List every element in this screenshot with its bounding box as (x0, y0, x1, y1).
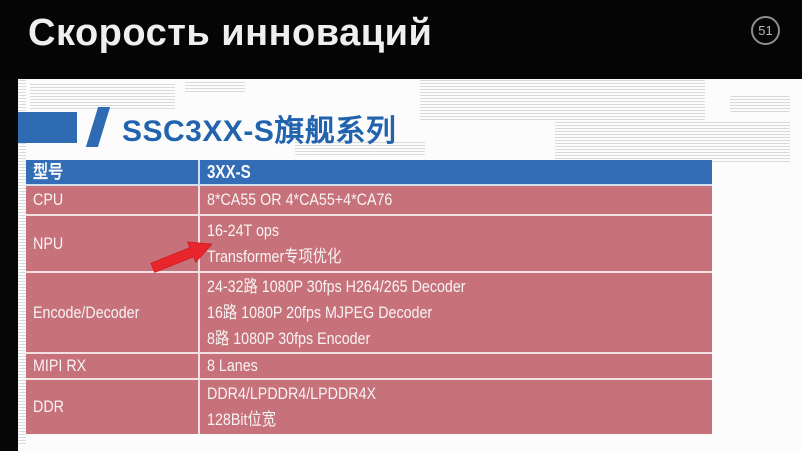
value-line: 16-24T ops (207, 220, 279, 240)
map-texture (730, 96, 790, 112)
red-arrow-annotation (146, 236, 216, 276)
map-texture (185, 82, 245, 92)
table-row-mipi-rx: MIPI RX 8 Lanes (26, 354, 712, 380)
row-label: NPU (33, 233, 64, 253)
row-label-cell: Encode/Decoder (26, 273, 200, 352)
spec-table: 型号 3XX-S CPU 8*CA55 OR 4*CA55+4*CA76 NPU… (26, 160, 712, 434)
header-label: 型号 (33, 162, 64, 182)
row-label: DDR (33, 397, 64, 416)
header-title: Скорость инноваций (28, 12, 433, 54)
row-value-cell: DDR4/LPDDR4/LPDDR4X 128Bit位宽 (200, 380, 712, 434)
table-header-value-cell: 3XX-S (200, 160, 712, 184)
table-row-ddr: DDR DDR4/LPDDR4/LPDDR4X 128Bit位宽 (26, 380, 712, 434)
row-label-cell: DDR (26, 380, 200, 434)
row-label: Encode/Decoder (33, 302, 140, 322)
value-line: 128Bit位宽 (207, 410, 277, 429)
row-value-cell: 16-24T ops Transformer专项优化 (200, 216, 712, 271)
page-number: 51 (758, 23, 773, 38)
row-label: MIPI RX (33, 356, 87, 375)
slide-title: SSC3XX-S旗舰系列 (122, 115, 397, 148)
table-row-encode-decoder: Encode/Decoder 24-32路 1080P 30fps H264/2… (26, 273, 712, 354)
row-label-cell: MIPI RX (26, 354, 200, 378)
map-texture (420, 80, 705, 120)
table-row-npu: NPU 16-24T ops Transformer专项优化 (26, 216, 712, 273)
table-header-label-cell: 型号 (26, 160, 200, 184)
value-line: 8*CA55 OR 4*CA55+4*CA76 (207, 190, 393, 209)
value-line: 8 Lanes (207, 356, 258, 375)
table-header-row: 型号 3XX-S (26, 160, 712, 186)
value-line: DDR4/LPDDR4/LPDDR4X (207, 384, 377, 403)
title-deco-bar (18, 112, 77, 143)
value-line-transformer: Transformer专项优化 (207, 246, 342, 266)
page-number-badge: 51 (751, 16, 780, 45)
row-label: CPU (33, 190, 64, 209)
value-line: 8路 1080P 30fps Encoder (207, 328, 371, 348)
row-label-cell: CPU (26, 186, 200, 214)
map-texture (555, 122, 790, 162)
value-line: 24-32路 1080P 30fps H264/265 Decoder (207, 276, 466, 296)
row-value-cell: 24-32路 1080P 30fps H264/265 Decoder 16路 … (200, 273, 712, 352)
header-value: 3XX-S (207, 162, 251, 182)
top-header-bar: Скорость инноваций 51 (0, 0, 802, 79)
value-line: 16路 1080P 20fps MJPEG Decoder (207, 302, 433, 322)
row-value-cell: 8 Lanes (200, 354, 712, 378)
red-arrow-icon (150, 241, 213, 273)
table-row-cpu: CPU 8*CA55 OR 4*CA55+4*CA76 (26, 186, 712, 216)
row-value-cell: 8*CA55 OR 4*CA55+4*CA76 (200, 186, 712, 214)
